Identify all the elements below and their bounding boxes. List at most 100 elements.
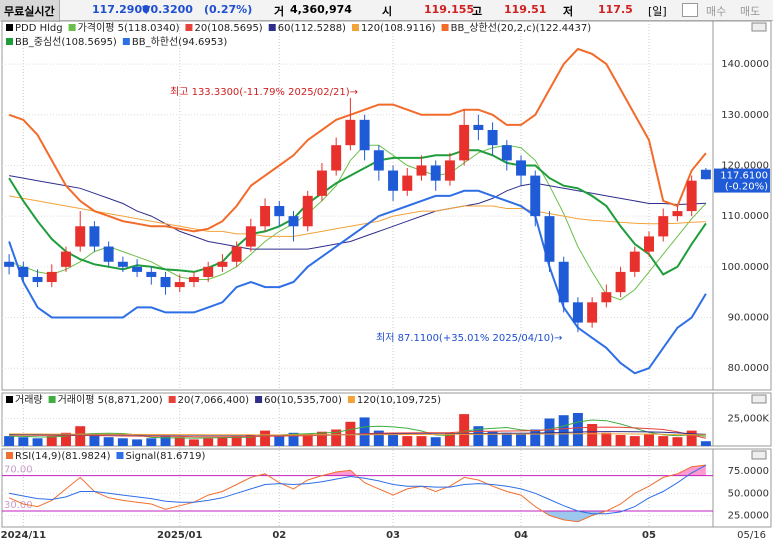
mode: 무료실시간	[0, 0, 60, 22]
legend-swatch	[168, 396, 176, 403]
legend-label: BB_하한선(94.6953)	[132, 35, 228, 48]
x-tick-label: 2025/01	[157, 530, 202, 541]
candle-body	[174, 282, 185, 288]
candle-body	[629, 251, 640, 272]
volume-bar	[217, 437, 228, 446]
candle-body	[530, 175, 541, 217]
candle-body	[61, 251, 71, 267]
volume-bar	[18, 437, 29, 446]
legend-swatch	[6, 452, 13, 459]
volume-bar	[260, 430, 271, 446]
legend-label: 20(7,066,400)	[178, 395, 250, 406]
legend-label: BB_중심선(108.5695)	[15, 36, 117, 48]
legend-swatch	[6, 38, 13, 45]
candle-body	[231, 246, 242, 262]
volume-bar	[615, 435, 626, 446]
candle-body	[558, 261, 569, 303]
legend-swatch	[268, 24, 276, 31]
legend-swatch	[347, 396, 355, 403]
volume-bar	[572, 413, 583, 446]
buy-button[interactable]: 매수	[706, 5, 727, 18]
high-label: 고	[472, 5, 483, 18]
candle-body	[388, 170, 399, 191]
candle-body	[274, 206, 285, 217]
volume-bar	[188, 439, 199, 446]
legend-swatch	[116, 452, 124, 459]
panel-icon	[751, 22, 767, 32]
annotation: 최저 87.1100(+35.01% 2025/04/10)→	[376, 332, 562, 344]
candle-body	[544, 216, 555, 262]
overbought-label: 70.00	[4, 465, 33, 476]
candle-body	[117, 261, 128, 267]
series-line	[9, 464, 707, 515]
series-line	[8, 189, 707, 375]
y-tick-label: 130.0000	[721, 110, 769, 121]
oversold-fill	[9, 511, 706, 522]
period-button[interactable]: [일]	[648, 5, 667, 18]
volume: 4,360,974	[290, 3, 352, 16]
legend-swatch	[122, 38, 130, 45]
volume-bar	[686, 430, 697, 446]
volume-bar	[444, 432, 455, 446]
volume-bar	[160, 436, 171, 446]
candle-body	[32, 276, 43, 283]
last-change: (-0.20%)	[725, 182, 768, 193]
candle-body	[260, 206, 271, 227]
low-label: 저	[563, 5, 574, 18]
y-tick-label: 140.0000	[721, 59, 769, 70]
y-tick-label: 25,000K	[727, 414, 769, 425]
quote-header: 무료실시간 117.2900 ▼0.3200 (0.27%) 거 4,360,9…	[0, 0, 773, 22]
volume-bar	[516, 433, 527, 446]
candle-body	[615, 271, 626, 293]
x-tick-label: 05	[642, 530, 656, 541]
candle-body	[4, 261, 15, 267]
legend-label: RSI(14,9)(81.9824)	[15, 451, 111, 462]
volume-bar	[274, 436, 285, 446]
x-tick-label: 04	[514, 530, 528, 541]
last-price: 117.6100	[720, 171, 768, 182]
candle-body	[644, 236, 654, 252]
annotation: 최고 133.3300(-11.79% 2025/02/21)→	[170, 86, 358, 98]
settings-icon[interactable]	[682, 3, 698, 17]
volume-label: 거	[274, 5, 285, 18]
x-tick-label: 02	[272, 530, 286, 541]
volume-bar	[672, 437, 683, 446]
legend-label: 120(10,109,725)	[357, 395, 441, 406]
y-tick-label: 120.0000	[721, 160, 769, 171]
volume-bar	[473, 426, 484, 446]
volume-bar	[32, 438, 43, 446]
volume-bar	[4, 436, 15, 446]
x-tick-label: 2024/11	[1, 530, 46, 541]
candle-body	[601, 292, 612, 303]
volume-bar	[316, 431, 327, 446]
volume-bar	[373, 430, 384, 446]
volume-bar	[487, 431, 498, 446]
candle-body	[302, 195, 313, 227]
legend-swatch	[6, 396, 13, 403]
volume-bar	[117, 438, 128, 446]
candle-body	[217, 261, 228, 267]
candle-body	[658, 216, 669, 237]
volume-bar	[75, 426, 86, 446]
volume-bar	[46, 436, 57, 446]
candle-body	[18, 266, 29, 277]
candle-body	[89, 226, 100, 247]
volume-bar	[629, 436, 640, 446]
date-label: 05/16	[737, 530, 766, 541]
candle-body	[516, 160, 527, 176]
legend-swatch	[68, 24, 76, 31]
volume-bar	[544, 418, 555, 446]
candle-body	[672, 211, 683, 217]
panel-frame	[1, 20, 772, 391]
legend-label: 가격이평 5(118.0340)	[78, 21, 180, 34]
y-tick-label: 80.0000	[728, 363, 769, 374]
candle-body	[444, 160, 455, 181]
candle-body	[473, 124, 484, 130]
volume-bar	[430, 437, 441, 446]
sell-button[interactable]: 매도	[740, 5, 761, 18]
candle-body	[316, 170, 327, 196]
candle-body	[402, 175, 413, 191]
legend-label: 60(112.5288)	[278, 23, 346, 34]
candle-body	[416, 165, 427, 176]
